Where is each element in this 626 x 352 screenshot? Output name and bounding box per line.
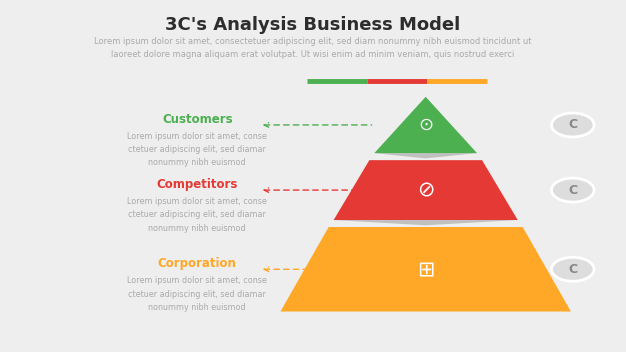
Circle shape: [552, 113, 594, 137]
Circle shape: [552, 178, 594, 202]
Text: 3C's Analysis Business Model: 3C's Analysis Business Model: [165, 16, 461, 34]
Polygon shape: [334, 220, 518, 225]
Text: ⊘: ⊘: [417, 180, 434, 200]
Text: C: C: [568, 119, 577, 131]
Text: ⊞: ⊞: [417, 259, 434, 279]
Text: Competitors: Competitors: [156, 178, 238, 191]
Text: Lorem ipsum dolor sit amet, consectetuer adipiscing elit, sed diam nonummy nibh : Lorem ipsum dolor sit amet, consectetuer…: [95, 37, 531, 59]
Polygon shape: [374, 153, 477, 158]
Circle shape: [552, 257, 594, 281]
Polygon shape: [374, 97, 477, 153]
Text: Lorem ipsum dolor sit amet, conse
ctetuer adipiscing elit, sed diamar
nonummy ni: Lorem ipsum dolor sit amet, conse ctetue…: [127, 132, 267, 168]
Polygon shape: [280, 227, 571, 312]
Polygon shape: [334, 160, 518, 220]
Text: Customers: Customers: [162, 113, 232, 126]
Text: Corporation: Corporation: [158, 257, 237, 270]
Text: ⊙: ⊙: [418, 116, 433, 134]
Text: C: C: [568, 263, 577, 276]
Text: C: C: [568, 184, 577, 196]
Text: Lorem ipsum dolor sit amet, conse
ctetuer adipiscing elit, sed diamar
nonummy ni: Lorem ipsum dolor sit amet, conse ctetue…: [127, 197, 267, 233]
Text: Lorem ipsum dolor sit amet, conse
ctetuer adipiscing elit, sed diamar
nonummy ni: Lorem ipsum dolor sit amet, conse ctetue…: [127, 276, 267, 312]
